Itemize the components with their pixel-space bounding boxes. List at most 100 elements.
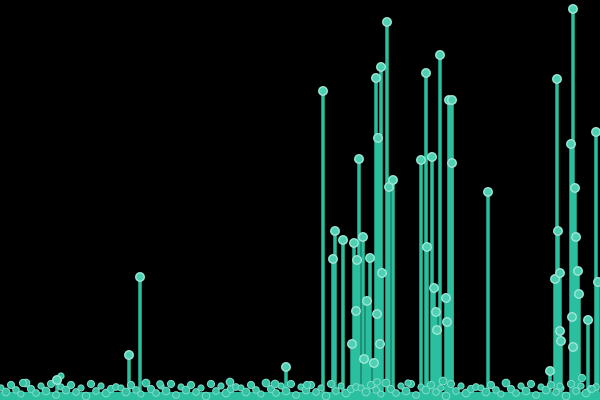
data-point-marker bbox=[375, 339, 386, 350]
data-point-marker bbox=[566, 138, 577, 149]
baseline-noise-marker bbox=[257, 390, 265, 398]
data-point-marker bbox=[545, 366, 556, 377]
data-point-marker bbox=[442, 317, 453, 328]
baseline-noise-marker bbox=[161, 386, 171, 396]
baseline-noise-marker bbox=[381, 378, 391, 388]
baseline-noise-marker bbox=[201, 391, 211, 400]
baseline-noise-marker bbox=[446, 379, 456, 389]
baseline-noise-marker bbox=[397, 382, 405, 390]
data-point-marker bbox=[372, 309, 383, 320]
baseline-noise-marker bbox=[546, 380, 556, 390]
data-point-marker bbox=[429, 283, 440, 294]
baseline-noise-marker bbox=[556, 382, 564, 390]
baseline-noise-marker bbox=[501, 378, 511, 388]
baseline-noise-marker bbox=[186, 380, 196, 390]
data-point-marker bbox=[574, 289, 585, 300]
baseline-noise-marker bbox=[272, 389, 280, 397]
data-point-marker bbox=[365, 252, 376, 263]
baseline-noise-marker bbox=[172, 391, 180, 399]
baseline-noise-marker bbox=[192, 388, 200, 396]
data-point-marker bbox=[447, 157, 458, 168]
baseline-noise-marker bbox=[361, 387, 371, 397]
data-point-marker bbox=[553, 225, 564, 236]
data-point-marker bbox=[483, 186, 494, 197]
baseline-noise-marker bbox=[421, 385, 431, 395]
data-point-marker bbox=[347, 339, 358, 350]
data-point-marker bbox=[441, 293, 452, 304]
baseline-noise-marker bbox=[437, 384, 445, 392]
baseline-noise-marker bbox=[141, 378, 151, 388]
baseline-noise-marker bbox=[132, 386, 140, 394]
data-point-marker bbox=[568, 3, 579, 15]
baseline-noise-marker bbox=[326, 379, 336, 389]
baseline-noise-marker bbox=[26, 384, 36, 394]
baseline-noise-marker bbox=[166, 379, 176, 389]
baseline-noise-marker bbox=[270, 379, 280, 389]
data-point-marker bbox=[447, 94, 458, 105]
baseline-noise-marker bbox=[146, 384, 156, 394]
baseline-noise-marker bbox=[432, 388, 440, 396]
baseline-noise-marker bbox=[17, 390, 25, 398]
baseline-noise-marker bbox=[72, 388, 80, 396]
baseline-noise-marker bbox=[481, 387, 491, 397]
baseline-noise-marker bbox=[92, 387, 100, 395]
baseline-noise-marker bbox=[302, 380, 312, 390]
data-point-marker bbox=[359, 354, 370, 365]
data-point-marker bbox=[123, 350, 134, 361]
baseline-noise-marker bbox=[12, 386, 20, 394]
data-point-marker bbox=[382, 17, 393, 28]
baseline-noise-marker bbox=[392, 389, 400, 397]
data-point-marker bbox=[377, 268, 388, 279]
data-point-marker bbox=[52, 375, 63, 386]
baseline-noise-marker bbox=[156, 380, 164, 388]
baseline-noise-marker bbox=[312, 388, 320, 396]
baseline-noise-marker bbox=[97, 382, 105, 390]
baseline-noise-marker bbox=[86, 379, 96, 389]
data-point-marker bbox=[583, 315, 594, 326]
data-point-marker bbox=[351, 306, 362, 317]
baseline-noise-marker bbox=[512, 389, 520, 397]
baseline-noise-marker bbox=[217, 382, 225, 390]
baseline-noise-marker bbox=[321, 391, 331, 400]
baseline-noise-marker bbox=[66, 380, 76, 390]
baseline-noise-marker bbox=[372, 386, 380, 394]
baseline-noise-marker bbox=[81, 391, 91, 400]
data-point-marker bbox=[567, 312, 578, 323]
data-point-marker bbox=[352, 254, 363, 265]
markers-layer bbox=[52, 3, 600, 386]
baseline-noise-marker bbox=[18, 378, 28, 388]
baseline-noise-marker bbox=[337, 382, 345, 390]
data-point-marker bbox=[435, 50, 446, 61]
baseline-noise-marker bbox=[152, 389, 160, 397]
data-point-marker bbox=[134, 272, 145, 283]
baseline-noise-marker bbox=[492, 386, 500, 394]
baseline-noise-marker bbox=[197, 384, 205, 392]
baseline-noise-marker bbox=[497, 390, 505, 398]
baseline-noise-marker bbox=[292, 391, 300, 399]
baseline-noise-marker bbox=[317, 384, 325, 392]
data-point-marker bbox=[431, 307, 442, 318]
baseline-noise-marker bbox=[441, 391, 451, 400]
data-point-marker bbox=[318, 85, 329, 96]
baseline-noise-marker bbox=[241, 387, 251, 397]
baseline-noise-layer bbox=[0, 372, 600, 400]
baseline-noise-marker bbox=[426, 380, 436, 390]
data-point-marker bbox=[373, 132, 384, 143]
baseline-noise-marker bbox=[412, 391, 420, 399]
data-point-marker bbox=[432, 325, 443, 336]
baseline-noise-marker bbox=[373, 378, 381, 386]
data-point-marker bbox=[358, 231, 369, 242]
baseline-noise-marker bbox=[32, 389, 40, 397]
baseline-noise-marker bbox=[438, 376, 448, 386]
baseline-noise-marker bbox=[588, 385, 596, 393]
baseline-noise-marker bbox=[77, 384, 85, 392]
baseline-noise-marker bbox=[37, 382, 45, 390]
baseline-noise-marker bbox=[261, 378, 271, 388]
baseline-noise-marker bbox=[386, 384, 396, 394]
data-point-marker bbox=[422, 241, 433, 252]
data-point-marker bbox=[349, 237, 360, 248]
data-point-marker bbox=[556, 336, 567, 347]
baseline-noise-marker bbox=[526, 379, 536, 389]
